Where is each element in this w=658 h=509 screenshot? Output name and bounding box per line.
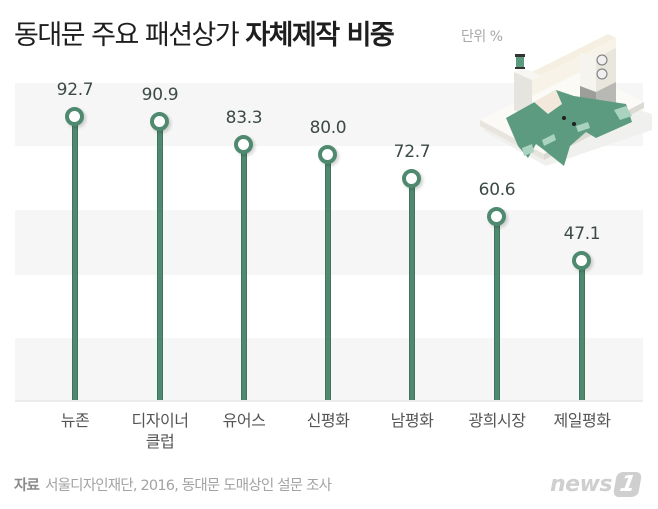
value-label: 80.0 (309, 118, 347, 138)
title-bold: 자체제작 비중 (245, 20, 394, 51)
stem (325, 155, 331, 400)
value-label: 83.3 (225, 108, 263, 128)
stem (72, 117, 78, 400)
category-line: 클럽 (145, 432, 175, 451)
news1-logo: news 1 (550, 472, 643, 497)
category-label: 뉴존 (60, 411, 90, 430)
marker-circle (65, 107, 84, 126)
marker-circle (402, 169, 421, 188)
x-axis-baseline (15, 400, 643, 402)
chart-title: 동대문 주요 패션상가 자체제작 비중 (14, 13, 395, 52)
source-label: 자료 (14, 478, 40, 494)
sewing-machine-illustration (480, 34, 652, 166)
value-label: 72.7 (393, 142, 431, 162)
stem (157, 122, 163, 400)
category-label: 남평화 (390, 411, 434, 430)
stem (241, 145, 247, 400)
marker-circle (150, 112, 169, 131)
value-label: 47.1 (563, 224, 601, 244)
marker-circle (572, 251, 591, 270)
value-label: 92.7 (56, 80, 94, 100)
stem (409, 179, 415, 400)
category-label: 제일평화 (553, 411, 611, 430)
category-label: 광희시장 (468, 411, 526, 430)
category-label: 유어스 (222, 411, 266, 430)
stem (494, 217, 500, 400)
category-line: 디자이너 (131, 411, 189, 430)
category-label: 신평화 (306, 411, 350, 430)
stem (579, 261, 585, 400)
marker-circle (318, 145, 337, 164)
logo-mark: 1 (612, 472, 643, 497)
marker-circle (234, 135, 253, 154)
logo-text: news (550, 472, 613, 497)
title-regular: 동대문 주요 패션상가 (14, 20, 246, 51)
source-text: 서울디자인재단, 2016, 동대문 도매상인 설문 조사 (45, 478, 332, 494)
value-label: 60.6 (478, 180, 516, 200)
source-note: 자료 서울디자인재단, 2016, 동대문 도매상인 설문 조사 (14, 474, 332, 495)
value-label: 90.9 (141, 85, 179, 105)
unit-label: 단위 % (461, 29, 503, 45)
marker-circle (487, 207, 506, 226)
